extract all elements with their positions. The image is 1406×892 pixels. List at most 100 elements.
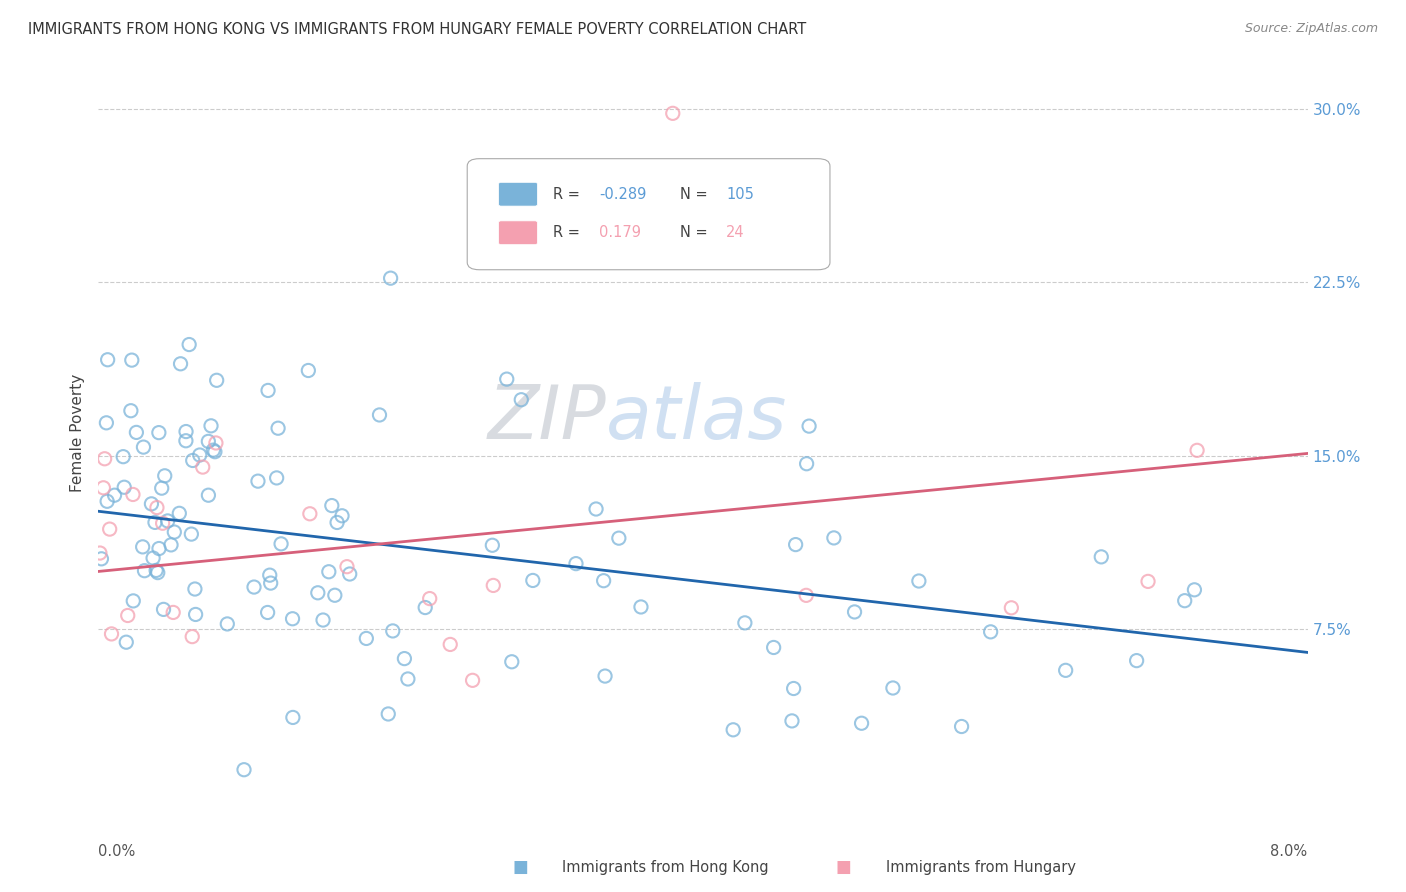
Point [1185,443,1208,458]
Point [794,588,817,602]
Point [115,635,138,649]
Point [510,392,533,407]
Point [356,632,378,646]
Point [522,574,544,588]
Point [607,531,630,545]
Point [97,352,120,367]
Point [257,384,280,398]
Point [380,271,402,285]
Text: 24: 24 [725,225,745,240]
Point [153,468,176,483]
Point [307,586,329,600]
Point [200,418,222,433]
Point [169,506,191,520]
Point [103,488,125,502]
Point [461,673,484,688]
Point [148,425,170,440]
Text: ZIP: ZIP [488,382,606,454]
Y-axis label: Female Poverty: Female Poverty [70,374,86,491]
Point [844,605,866,619]
Point [270,537,292,551]
Text: 0.179: 0.179 [599,225,641,240]
Point [661,106,683,120]
Point [396,672,419,686]
Point [1137,574,1160,589]
Point [204,444,226,458]
Point [184,582,207,596]
Point [162,606,184,620]
Point [419,591,441,606]
Point [439,637,461,651]
FancyBboxPatch shape [467,159,830,269]
Point [1184,582,1206,597]
Text: N =: N = [681,186,713,202]
Point [256,606,278,620]
Point [495,372,517,386]
Point [377,706,399,721]
Point [481,538,503,552]
Point [146,500,169,515]
Point [823,531,845,545]
Point [482,578,505,592]
Point [134,564,156,578]
Point [950,719,973,733]
Point [98,522,121,536]
Point [163,524,186,539]
Point [122,594,145,608]
Text: N =: N = [681,225,713,240]
Point [169,357,191,371]
Point [281,710,304,724]
Point [148,541,170,556]
Point [132,440,155,454]
Point [246,474,269,488]
Text: 8.0%: 8.0% [1271,844,1308,858]
Point [146,566,169,580]
Point [125,425,148,440]
Point [142,551,165,566]
Point [336,559,359,574]
Point [339,567,361,582]
FancyBboxPatch shape [499,182,537,206]
Point [1090,549,1112,564]
Point [330,508,353,523]
Text: ■: ■ [835,858,852,876]
Point [96,416,118,430]
Point [205,436,228,450]
Point [323,588,346,602]
Point [266,471,288,485]
Point [131,540,153,554]
Text: R =: R = [553,225,589,240]
Point [188,448,211,462]
Point [1125,654,1147,668]
Point [734,615,756,630]
Point [298,507,321,521]
Point [145,563,167,577]
Point [501,655,523,669]
Text: ■: ■ [512,858,529,876]
FancyBboxPatch shape [499,221,537,244]
Point [259,568,281,582]
Point [197,488,219,502]
Point [260,576,283,591]
Point [181,630,204,644]
Point [782,681,804,696]
Point [721,723,744,737]
Point [796,457,818,471]
Point [630,599,652,614]
Point [1054,664,1077,678]
Point [882,681,904,695]
Point [160,538,183,552]
Point [197,434,219,449]
Point [112,450,135,464]
Point [122,487,145,501]
Point [762,640,785,655]
Point [174,425,197,439]
Point [243,580,266,594]
Point [233,763,256,777]
Point [112,480,135,494]
Point [585,502,607,516]
Point [143,516,166,530]
Point [156,514,179,528]
Point [205,373,228,387]
Text: 105: 105 [725,186,754,202]
